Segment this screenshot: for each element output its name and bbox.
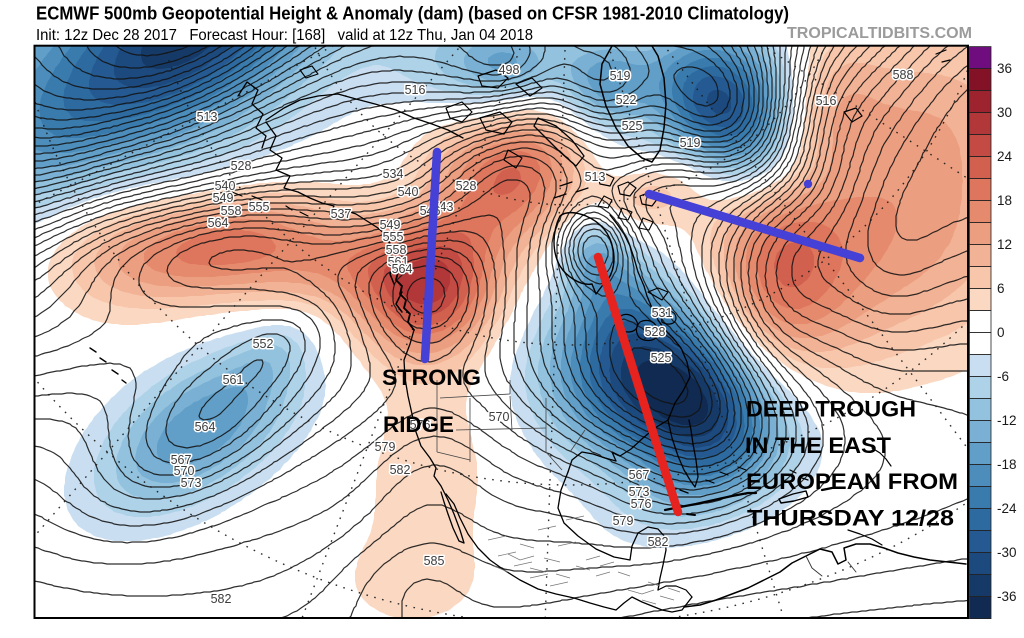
svg-text:525: 525: [622, 119, 643, 133]
svg-text:552: 552: [253, 337, 274, 351]
svg-text:558: 558: [386, 243, 407, 257]
svg-text:570: 570: [174, 464, 195, 478]
svg-text:576: 576: [631, 497, 652, 511]
svg-text:Init: 12z Dec 28 2017 Foreca: Init: 12z Dec 28 2017 Forecast Hour: [16…: [36, 27, 533, 44]
svg-text:18: 18: [997, 193, 1012, 208]
svg-text:540: 540: [215, 179, 236, 193]
svg-text:585: 585: [424, 554, 445, 568]
svg-text:24: 24: [997, 149, 1013, 164]
svg-text:582: 582: [390, 463, 411, 477]
svg-text:567: 567: [629, 468, 650, 482]
svg-text:549: 549: [213, 191, 234, 205]
svg-text:561: 561: [388, 255, 409, 269]
svg-text:561: 561: [223, 373, 244, 387]
svg-text:555: 555: [249, 200, 270, 214]
svg-text:IN THE EAST: IN THE EAST: [745, 433, 891, 458]
svg-text:564: 564: [195, 420, 216, 434]
svg-text:-18: -18: [997, 457, 1017, 472]
svg-text:STRONG: STRONG: [382, 365, 481, 390]
svg-text:30: 30: [997, 105, 1012, 120]
svg-text:513: 513: [197, 110, 218, 124]
svg-text:579: 579: [613, 514, 634, 528]
svg-text:528: 528: [231, 159, 252, 173]
svg-text:0: 0: [997, 325, 1005, 340]
svg-text:579: 579: [375, 440, 396, 454]
svg-text:588: 588: [893, 68, 914, 82]
svg-text:570: 570: [489, 410, 510, 424]
svg-text:516: 516: [405, 83, 426, 97]
svg-text:ECMWF 500mb Geopotential Heigh: ECMWF 500mb Geopotential Height & Anomal…: [36, 3, 789, 24]
svg-text:540: 540: [398, 185, 419, 199]
svg-text:516: 516: [816, 94, 837, 108]
svg-text:576: 576: [410, 418, 431, 432]
svg-text:528: 528: [645, 325, 666, 339]
svg-text:549: 549: [380, 218, 401, 232]
svg-text:513: 513: [585, 170, 606, 184]
svg-text:573: 573: [629, 485, 650, 499]
svg-text:573: 573: [181, 476, 202, 490]
svg-text:498: 498: [499, 63, 520, 77]
svg-text:EUROPEAN FROM: EUROPEAN FROM: [746, 469, 958, 494]
svg-text:564: 564: [392, 262, 413, 276]
svg-text:537: 537: [331, 207, 352, 221]
svg-text:555: 555: [383, 230, 404, 244]
svg-text:-30: -30: [997, 545, 1017, 560]
svg-text:-6: -6: [997, 369, 1009, 384]
svg-text:RIDGE: RIDGE: [383, 412, 454, 437]
svg-text:36: 36: [997, 61, 1012, 76]
svg-text:6: 6: [997, 281, 1005, 296]
svg-text:522: 522: [616, 93, 637, 107]
svg-text:TROPICALTIDBITS.COM: TROPICALTIDBITS.COM: [787, 25, 972, 42]
svg-text:582: 582: [648, 535, 669, 549]
svg-text:519: 519: [680, 136, 701, 150]
svg-text:519: 519: [610, 69, 631, 83]
svg-text:531: 531: [652, 306, 673, 320]
svg-text:-12: -12: [997, 413, 1017, 428]
svg-text:-36: -36: [997, 589, 1017, 604]
svg-text:582: 582: [211, 592, 232, 606]
svg-text:DEEP TROUGH: DEEP TROUGH: [746, 397, 916, 422]
svg-text:534: 534: [383, 167, 404, 181]
svg-text:528: 528: [456, 179, 477, 193]
svg-text:567: 567: [171, 453, 192, 467]
svg-text:525: 525: [651, 351, 672, 365]
svg-text:-24: -24: [997, 501, 1017, 516]
svg-text:12: 12: [997, 237, 1012, 252]
svg-text:564: 564: [208, 216, 229, 230]
svg-text:THURSDAY 12/28: THURSDAY 12/28: [747, 506, 954, 531]
svg-text:558: 558: [221, 204, 242, 218]
